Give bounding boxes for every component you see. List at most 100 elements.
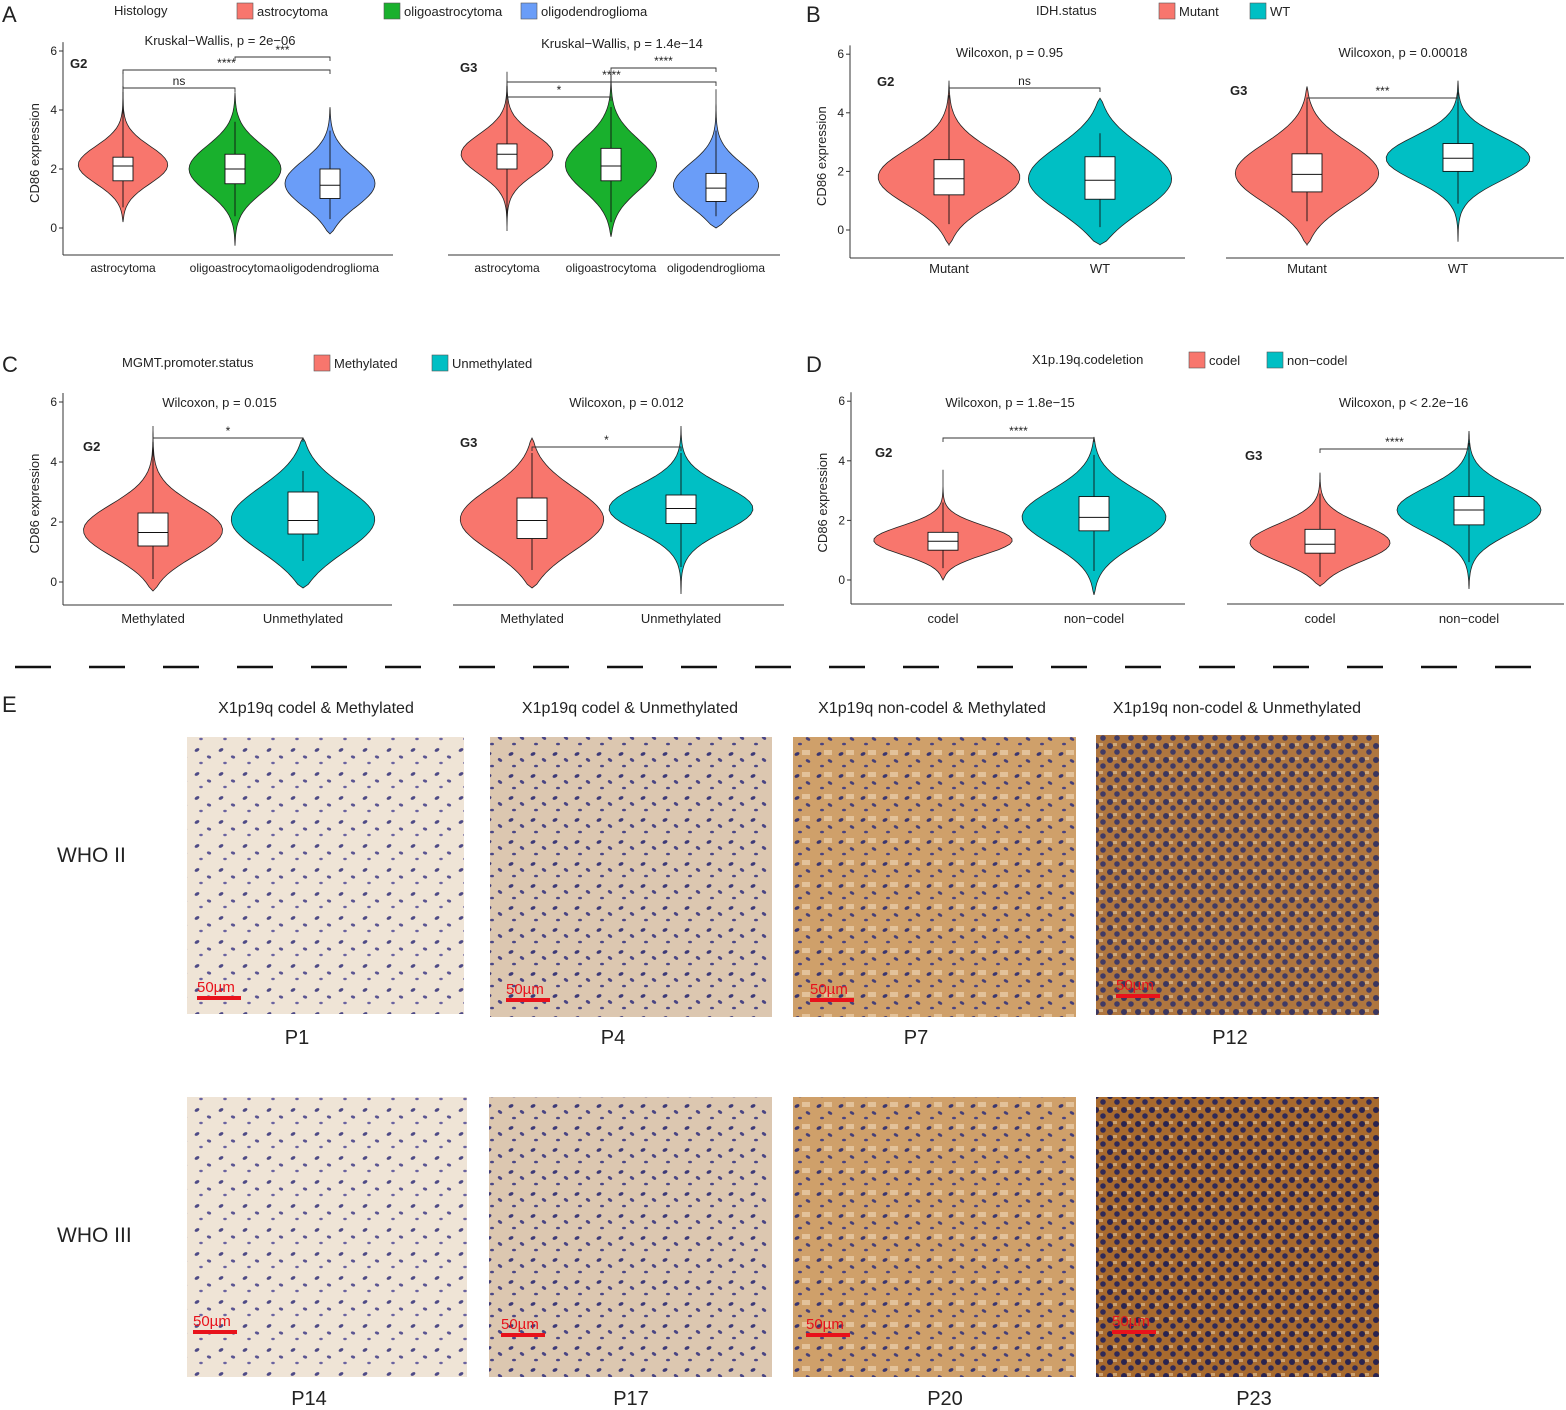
x-tick-label: codel <box>1304 611 1335 626</box>
y-tick-label: 2 <box>837 164 844 178</box>
legend-idh-status: IDH.status Mutant WT <box>1036 2 1290 20</box>
column-header: X1p19q codel & Unmethylated <box>522 700 738 717</box>
y-axis-label: CD86 expression <box>814 106 829 206</box>
legend-swatch-oligoastrocytoma <box>383 2 401 20</box>
ihc-image-p1 <box>187 737 464 1014</box>
box <box>1078 496 1110 532</box>
significance-bracket <box>531 446 682 451</box>
y-tick-label: 2 <box>50 162 57 176</box>
y-tick-label: 4 <box>838 454 845 468</box>
y-tick-label: 6 <box>838 394 845 408</box>
scale-bar: 50µm <box>501 1316 545 1337</box>
legend-swatch-non-codel <box>1266 351 1284 369</box>
test-statistic: Kruskal−Wallis, p = 1.4e−14 <box>541 36 703 51</box>
violin-plot-d-g2: 0 2 4 6 CD86 expression Wilcoxon, p = 1.8e−15… <box>815 392 1185 626</box>
violin-plot-a-g2: 0 2 4 6 CD86 expression Kruskal−Wallis, p = 2… <box>27 33 393 275</box>
y-tick-label: 2 <box>838 513 845 527</box>
legend-label: oligoastrocytoma <box>404 4 503 19</box>
box <box>1453 496 1485 526</box>
row-label-who-ii: WHO II <box>57 844 126 867</box>
box <box>319 168 341 199</box>
box <box>600 147 622 182</box>
x-tick-label: oligoastrocytoma <box>566 261 657 275</box>
significance-bracket <box>152 437 304 442</box>
patient-id: P1 <box>285 1027 309 1049</box>
significance-bracket <box>506 96 612 101</box>
scale-bar: 50µm <box>506 981 550 1002</box>
violin-plot-c-g2: 0 2 4 6 CD86 expression Wilcoxon, p = 0.015 G2… <box>27 393 392 626</box>
significance-bracket <box>506 81 717 86</box>
legend-title: IDH.status <box>1036 3 1097 18</box>
grade-label: G3 <box>1245 448 1262 463</box>
legend-title: Histology <box>114 3 168 18</box>
violin-plot-d-g3: Wilcoxon, p < 2.2e−16 G3 codel non−codel ***… <box>1227 395 1564 626</box>
box <box>665 494 697 524</box>
grade-label: G2 <box>877 74 894 89</box>
scale-bar-label: 50µm <box>810 981 848 998</box>
x-tick-label: Unmethylated <box>641 611 721 626</box>
charts-layer: 0 2 4 6 CD86 expression Kruskal−Wallis, p = 2… <box>27 33 1564 626</box>
panel-letter-c: C <box>2 352 18 377</box>
x-tick-label: codel <box>927 611 958 626</box>
legend-title: MGMT.promoter.status <box>122 355 254 370</box>
legend-title: X1p.19q.codeletion <box>1032 352 1143 367</box>
patient-id: P7 <box>904 1027 928 1049</box>
x-tick-label: Mutant <box>929 261 969 276</box>
patient-id: P12 <box>1212 1027 1248 1049</box>
x-tick-label: WT <box>1448 261 1468 276</box>
box <box>287 491 319 535</box>
scale-bar-label: 50µm <box>506 981 544 998</box>
test-statistic: Wilcoxon, p = 0.012 <box>569 395 684 410</box>
scale-bar: 50µm <box>806 1316 850 1337</box>
x-tick-label: astrocytoma <box>90 261 156 275</box>
significance-label: *** <box>1375 84 1389 98</box>
test-statistic: Wilcoxon, p = 0.95 <box>956 45 1063 60</box>
significance-bracket <box>1319 448 1470 453</box>
y-tick-label: 4 <box>837 106 844 120</box>
grade-label: G2 <box>875 445 892 460</box>
legend-label: WT <box>1270 4 1290 19</box>
legend-label: astrocytoma <box>257 4 329 19</box>
patient-id: P17 <box>613 1388 649 1410</box>
box <box>1442 143 1474 172</box>
patient-id: P20 <box>927 1388 963 1410</box>
column-header: X1p19q non-codel & Unmethylated <box>1113 700 1361 717</box>
y-tick-label: 6 <box>837 47 844 61</box>
box <box>516 497 548 539</box>
scale-bar: 50µm <box>1116 977 1160 998</box>
x-tick-label: non−codel <box>1439 611 1499 626</box>
panel-letter-b: B <box>806 2 821 27</box>
box <box>1084 156 1116 200</box>
ihc-image-p12 <box>1096 735 1379 1015</box>
significance-label: ns <box>173 74 186 88</box>
scale-bar-line <box>810 998 854 1002</box>
scale-bar: 50µm <box>1112 1313 1156 1334</box>
legend-swatch-mutant <box>1158 2 1176 20</box>
significance-label: ns <box>1018 74 1031 88</box>
x-tick-label: oligodendroglioma <box>667 261 765 275</box>
grade-label: G3 <box>1230 83 1247 98</box>
legend-swatch-oligodendroglioma <box>520 2 538 20</box>
y-tick-label: 2 <box>50 515 57 529</box>
significance-bracket <box>942 437 1095 442</box>
scale-bar: 50µm <box>197 979 241 1000</box>
patient-id: P14 <box>291 1388 327 1410</box>
y-axis-label: CD86 expression <box>815 453 830 553</box>
box <box>1291 153 1323 193</box>
y-tick-label: 6 <box>50 395 57 409</box>
significance-label: *** <box>275 43 289 57</box>
scale-bar-line <box>806 1333 850 1337</box>
row-label-who-iii: WHO III <box>57 1224 132 1247</box>
grade-label: G2 <box>83 439 100 454</box>
test-statistic: Kruskal−Wallis, p = 2e−06 <box>145 33 296 48</box>
ihc-image-p23 <box>1096 1097 1379 1377</box>
y-axis-label: CD86 expression <box>27 103 42 203</box>
test-statistic: Wilcoxon, p = 1.8e−15 <box>945 395 1074 410</box>
y-axis-label: CD86 expression <box>27 454 42 554</box>
grade-label: G2 <box>70 56 87 71</box>
legend-label: Methylated <box>334 356 398 371</box>
ihc-image-p4 <box>490 737 772 1017</box>
scale-bar-line <box>197 996 241 1000</box>
y-tick-label: 0 <box>838 573 845 587</box>
